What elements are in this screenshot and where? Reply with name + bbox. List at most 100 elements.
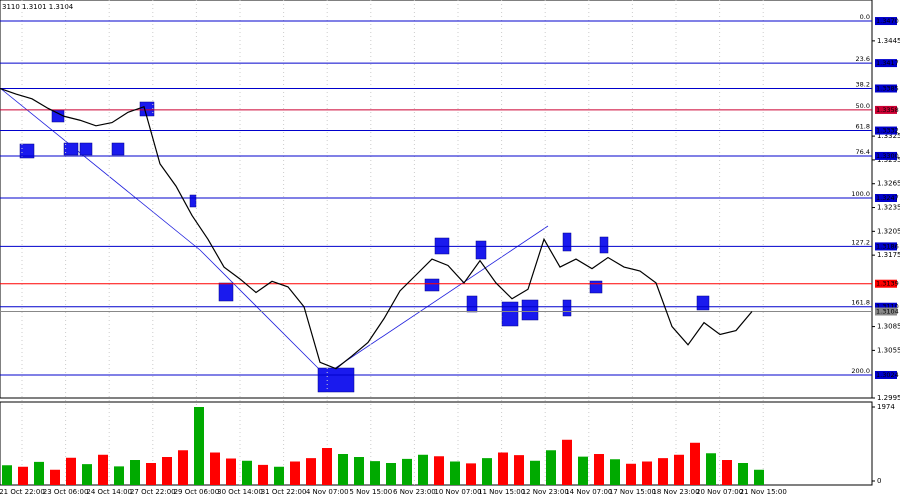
fib-box [875, 59, 897, 68]
y-tick-label: 1.3265 [877, 180, 900, 188]
marker [218, 282, 234, 302]
price-panel [0, 0, 873, 399]
y-tick-label: 1.3055 [877, 346, 900, 354]
fib-price: 1.3247 [876, 194, 899, 202]
x-tick-label: 21 Nov 15:00 [740, 488, 787, 496]
fib-price: 1.3358 [876, 106, 899, 114]
fib-price: 1.3110 [876, 303, 899, 311]
volume-bar [626, 463, 636, 485]
y-tick-label: 1.3205 [877, 227, 900, 235]
marker [189, 194, 197, 208]
volume-bar [610, 459, 620, 485]
volume-bar [34, 461, 44, 485]
trend-lines [0, 87, 549, 376]
volume-bar [18, 466, 28, 485]
marker [696, 295, 710, 311]
volume-bar [98, 454, 108, 485]
price-line-price: 1.3139 [876, 280, 899, 288]
volume-tick-label: 1974 [877, 403, 895, 411]
fib-box [875, 151, 897, 160]
volume-bar [674, 454, 684, 485]
volume-bar [370, 461, 380, 485]
volume-bar [274, 466, 284, 485]
volume-bar [498, 452, 508, 485]
x-tick-label: 6 Nov 23:00 [393, 488, 436, 496]
volume-bar [178, 450, 188, 485]
volume-bar [82, 464, 92, 485]
marker [111, 142, 125, 156]
x-tick-label: 11 Nov 15:00 [478, 488, 525, 496]
volume-bar [258, 464, 268, 485]
marker [475, 240, 487, 260]
volume-bar [322, 448, 332, 485]
fib-box [875, 105, 897, 114]
y-tick-label: 1.3325 [877, 132, 900, 140]
fib-ratio: 76.4 [856, 148, 870, 156]
fib-box [875, 370, 897, 379]
volume-bar [242, 460, 252, 485]
fib-ratio: 0.0 [860, 13, 870, 21]
volume-bar [594, 454, 604, 485]
price-series [0, 87, 753, 370]
volume-bar [2, 465, 12, 485]
price-line-box [875, 279, 897, 288]
volume-bar [354, 457, 364, 485]
volume-bar [754, 469, 764, 485]
volume-bar [130, 460, 140, 485]
x-tick-label: 23 Oct 06:00 [43, 488, 89, 496]
volume-bar [146, 463, 156, 485]
volume-bar [434, 456, 444, 485]
x-tick-label: 10 Nov 07:00 [434, 488, 481, 496]
marker [562, 299, 572, 317]
volume-bar [546, 450, 556, 485]
volume-bar [706, 453, 716, 485]
header-text: 3110 1.3101 1.3104 [2, 3, 74, 11]
marker [139, 101, 155, 117]
fib-ratio: 161.8 [851, 299, 870, 307]
marker [79, 142, 93, 156]
volume-bar [194, 407, 204, 485]
x-tick-label: 24 Oct 14:00 [86, 488, 132, 496]
volume-bar [738, 463, 748, 485]
volume-bar [162, 457, 172, 485]
volume-bar [658, 458, 668, 485]
marker [63, 142, 79, 156]
volume-bar [226, 458, 236, 485]
fib-price: 1.3385 [876, 84, 899, 92]
marker [19, 143, 35, 159]
fib-price: 1.3470 [876, 17, 899, 25]
volume-bar [530, 460, 540, 485]
x-tick-label: 18 Nov 23:00 [652, 488, 699, 496]
fib-box [875, 194, 897, 203]
marker [521, 299, 539, 321]
volume-bar [338, 454, 348, 485]
volume-tick-label: 0 [877, 477, 881, 485]
volume-bar [386, 463, 396, 485]
price-line-price: 1.3104 [876, 307, 899, 315]
y-tick-label: 1.3235 [877, 204, 900, 212]
y-tick-label: 1.3175 [877, 251, 900, 259]
x-tick-label: 27 Oct 22:00 [130, 488, 176, 496]
fib-ratio: 127.2 [851, 238, 870, 246]
marker [562, 232, 572, 252]
fib-ratio: 100.0 [851, 190, 870, 198]
x-tick-label: 20 Nov 07:00 [696, 488, 743, 496]
x-tick-label: 17 Nov 15:00 [609, 488, 656, 496]
fib-price: 1.3332 [876, 127, 899, 135]
markers [19, 101, 710, 393]
x-tick-label: 4 Nov 07:00 [306, 488, 349, 496]
x-tick-label: 12 Nov 23:00 [522, 488, 569, 496]
fib-price: 1.3024 [876, 371, 899, 379]
volume-bar [210, 452, 220, 485]
trend-line [199, 249, 326, 376]
fib-price: 1.3300 [876, 152, 899, 160]
volume-bar [466, 463, 476, 485]
volume-bar [114, 466, 124, 485]
fib-box [875, 17, 897, 26]
marker [599, 236, 609, 254]
y-tick-label: 1.3445 [877, 37, 900, 45]
volume-bar [482, 458, 492, 485]
volume-bar [578, 456, 588, 485]
marker [317, 367, 355, 393]
fib-box [875, 84, 897, 93]
